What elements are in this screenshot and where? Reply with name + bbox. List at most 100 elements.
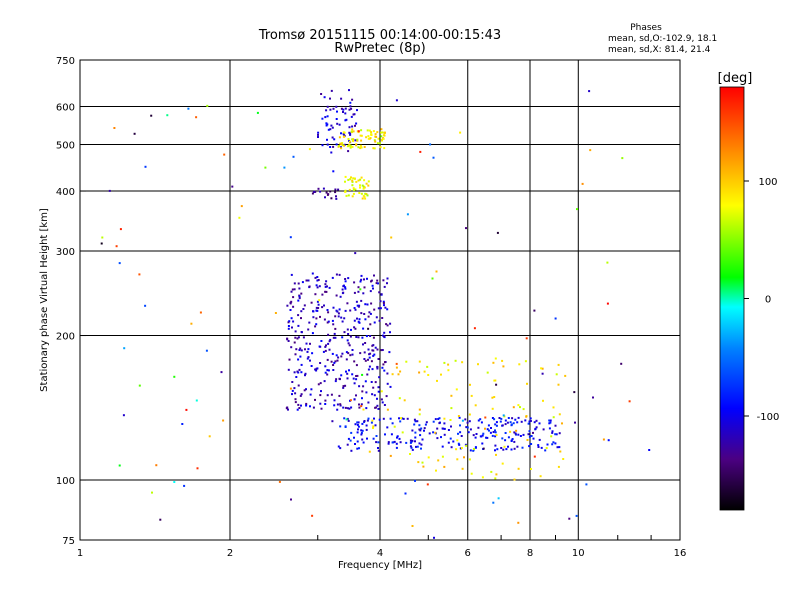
data-point <box>324 319 326 321</box>
data-point <box>304 348 306 350</box>
data-point <box>333 362 335 364</box>
data-point <box>355 394 357 396</box>
data-point <box>469 384 471 386</box>
x-tick-label: 4 <box>377 548 383 559</box>
data-point <box>327 343 329 345</box>
data-point <box>373 438 375 440</box>
data-point <box>483 448 485 450</box>
data-point <box>437 459 439 461</box>
data-point <box>305 405 307 407</box>
data-point <box>410 445 412 447</box>
data-point <box>507 422 509 424</box>
data-point <box>342 321 344 323</box>
data-point <box>481 421 483 423</box>
data-point <box>361 177 363 179</box>
data-point <box>347 407 349 409</box>
data-point <box>374 322 376 324</box>
data-point <box>336 143 338 145</box>
data-point <box>394 426 396 428</box>
data-point <box>360 279 362 281</box>
data-point <box>332 146 334 148</box>
data-point <box>469 458 471 460</box>
data-point <box>353 281 355 283</box>
data-point <box>197 467 199 469</box>
data-point <box>289 359 291 361</box>
data-point <box>323 351 325 353</box>
data-point <box>116 245 118 247</box>
y-tick-label: 500 <box>56 141 75 152</box>
data-point <box>447 369 449 371</box>
data-point <box>222 420 224 422</box>
data-point <box>350 399 352 401</box>
data-point <box>311 515 313 517</box>
grid-lines <box>80 60 680 540</box>
data-point <box>533 310 535 312</box>
data-point <box>378 386 380 388</box>
data-point <box>434 432 436 434</box>
data-point <box>368 418 370 420</box>
data-point <box>352 146 354 148</box>
data-point <box>511 417 513 419</box>
data-point <box>424 371 426 373</box>
data-point <box>308 280 310 282</box>
data-point <box>321 294 323 296</box>
data-point <box>398 373 400 375</box>
data-point <box>493 396 495 398</box>
data-point <box>420 448 422 450</box>
data-point <box>350 147 352 149</box>
data-point <box>290 301 292 303</box>
data-point <box>342 387 344 389</box>
data-point <box>372 288 374 290</box>
data-point <box>332 137 334 139</box>
data-point <box>297 409 299 411</box>
data-point <box>589 149 591 151</box>
data-point <box>200 312 202 314</box>
data-point <box>373 309 375 311</box>
data-point <box>288 369 290 371</box>
data-point <box>585 483 587 485</box>
data-point <box>461 361 463 363</box>
data-point <box>409 453 411 455</box>
data-point <box>355 309 357 311</box>
data-point <box>323 188 325 190</box>
data-point <box>399 438 401 440</box>
data-point <box>482 476 484 478</box>
data-point <box>380 128 382 130</box>
data-point <box>514 448 516 450</box>
data-point <box>377 447 379 449</box>
data-point <box>475 437 477 439</box>
data-point <box>339 403 341 405</box>
data-point <box>372 425 374 427</box>
data-point <box>335 380 337 382</box>
data-point <box>384 286 386 288</box>
data-point <box>354 307 356 309</box>
data-point <box>375 347 377 349</box>
data-point <box>359 322 361 324</box>
data-point <box>603 439 605 441</box>
data-point <box>364 193 366 195</box>
data-point <box>358 305 360 307</box>
data-point <box>440 436 442 438</box>
data-point <box>297 325 299 327</box>
data-point <box>315 323 317 325</box>
data-point <box>351 373 353 375</box>
data-point <box>312 193 314 195</box>
data-point <box>360 145 362 147</box>
data-point <box>223 154 225 156</box>
data-point <box>359 318 361 320</box>
data-point <box>340 374 342 376</box>
data-point <box>314 325 316 327</box>
data-point <box>362 198 364 200</box>
data-point <box>379 320 381 322</box>
data-point <box>362 292 364 294</box>
data-point <box>533 438 535 440</box>
data-point <box>523 408 525 410</box>
colorbar <box>720 87 744 510</box>
data-point <box>467 427 469 429</box>
data-point <box>371 422 373 424</box>
data-point <box>339 274 341 276</box>
data-point <box>337 360 339 362</box>
data-point <box>308 356 310 358</box>
data-point <box>350 145 352 147</box>
data-point <box>296 371 298 373</box>
